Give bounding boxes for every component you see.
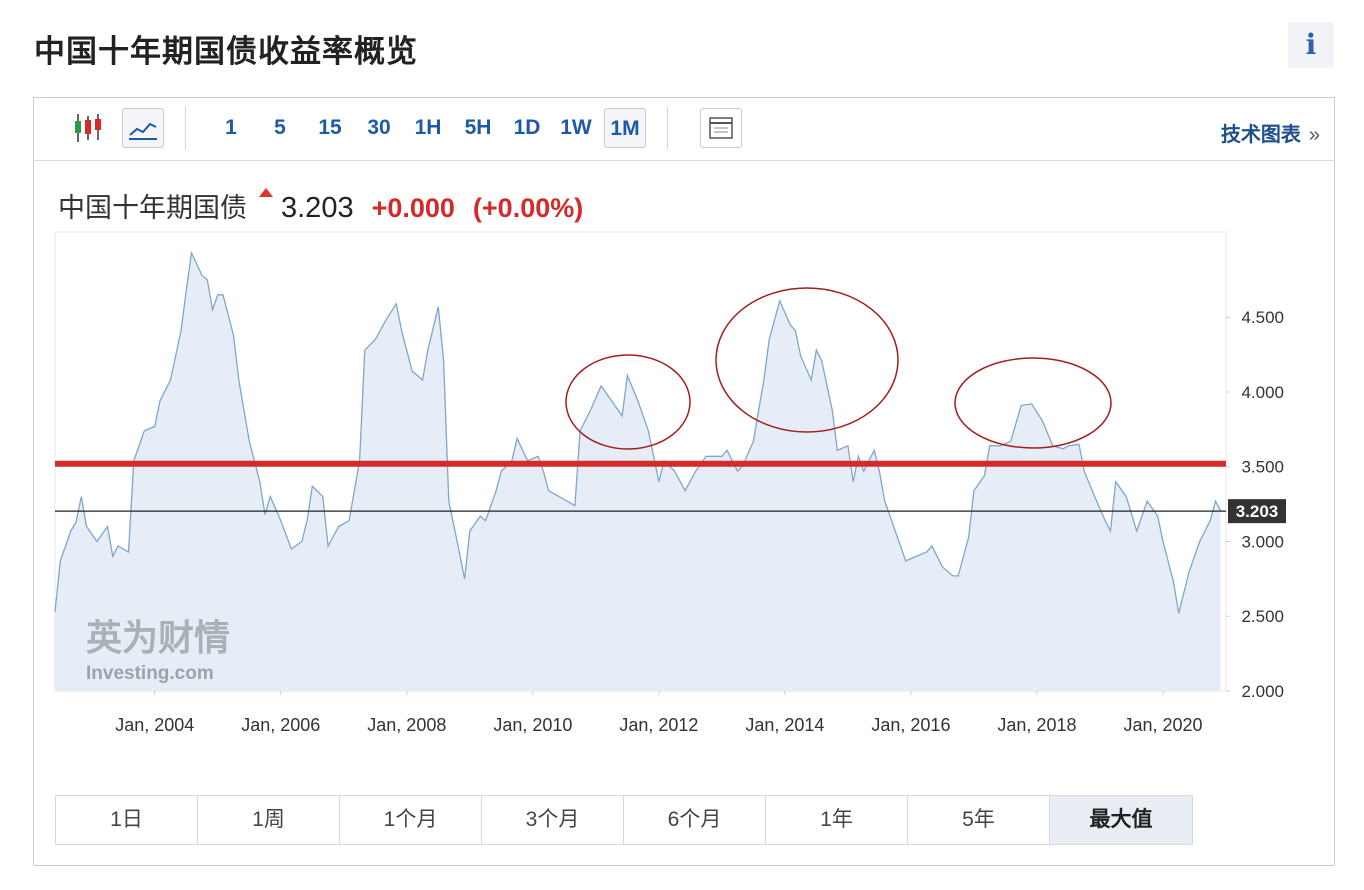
chart: 英为财情 Investing.com 2.000 2.500 3.000 3.500 4.0… <box>54 231 1286 735</box>
technical-charts-link[interactable]: 技术图表 » <box>1221 118 1320 147</box>
more-icon: » <box>1308 124 1320 146</box>
price-change: +0.000 <box>371 193 455 223</box>
x-tick-label: Jan, 2020 <box>1123 715 1202 735</box>
x-tick-label: Jan, 2010 <box>493 715 572 735</box>
area-fill <box>55 252 1221 691</box>
info-button[interactable]: i <box>1288 22 1334 68</box>
interval-button[interactable]: 1H <box>414 116 442 139</box>
quote-line: 中国十年期国债 3.203 +0.000 (+0.00%) <box>58 186 583 225</box>
last-price: 3.203 <box>281 192 354 224</box>
x-tick-label: Jan, 2018 <box>997 715 1076 735</box>
table-button[interactable] <box>700 108 742 148</box>
percent-change: (+0.00%) <box>472 193 584 223</box>
interval-button[interactable]: 1 <box>225 116 237 139</box>
y-tick-label: 4.500 <box>1241 308 1284 327</box>
candlestick-icon[interactable] <box>72 112 104 144</box>
price-line <box>54 250 1222 614</box>
annotation-circle <box>715 287 899 433</box>
chart-panel: 1 5 15 30 1H 5H 1D 1W 1M 技术图表» 中国十年期国债 3.203 +0.00… <box>33 97 1335 866</box>
range-button[interactable]: 最大值 <box>1050 796 1192 844</box>
interval-button[interactable]: 5H <box>464 116 492 139</box>
up-arrow <box>259 188 273 197</box>
area-chart-button[interactable] <box>122 108 164 148</box>
x-tick-label: Jan, 2008 <box>367 715 446 735</box>
separator <box>667 106 668 150</box>
interval-button[interactable]: 15 <box>318 116 342 139</box>
range-button[interactable]: 1个月 <box>340 796 482 844</box>
current-value-tag <box>1228 499 1286 524</box>
y-tick-label: 2.500 <box>1241 607 1284 626</box>
annotation-circle <box>954 357 1112 449</box>
interval-button[interactable]: 1D <box>513 116 541 139</box>
table-icon <box>709 117 733 139</box>
instrument-name: 中国十年期国债 <box>58 193 247 223</box>
annotation-circle <box>565 354 691 450</box>
x-tick-label: Jan, 2006 <box>241 715 320 735</box>
range-button[interactable]: 1年 <box>766 796 908 844</box>
range-button[interactable]: 5年 <box>908 796 1050 844</box>
y-tick-label: 2.000 <box>1241 682 1284 701</box>
interval-button[interactable]: 5 <box>274 116 286 139</box>
watermark: 英为财情 <box>86 617 230 658</box>
x-tick-label: Jan, 2012 <box>619 715 698 735</box>
technical-charts-text: 技术图表 <box>1220 124 1301 146</box>
range-button[interactable]: 1日 <box>56 796 198 844</box>
y-tick-label: 3.000 <box>1241 532 1284 551</box>
x-tick-label: Jan, 2016 <box>871 715 950 735</box>
x-tick-label: Jan, 2004 <box>115 715 194 735</box>
interval-button[interactable]: 1M <box>604 108 646 148</box>
page-title: 中国十年期国债收益率概览 <box>34 34 418 69</box>
current-value-label: 3.203 <box>1236 502 1279 521</box>
watermark-sub: Investing.com <box>86 663 214 684</box>
range-button[interactable]: 1周 <box>198 796 340 844</box>
area-icon <box>129 122 157 140</box>
y-tick-label: 3.500 <box>1241 458 1284 477</box>
separator <box>185 106 186 150</box>
range-button[interactable]: 6个月 <box>624 796 766 844</box>
toolbar: 1 5 15 30 1H 5H 1D 1W 1M 技术图表» <box>34 98 1334 161</box>
range-button[interactable]: 3个月 <box>482 796 624 844</box>
x-tick-label: Jan, 2014 <box>745 715 824 735</box>
interval-button[interactable]: 30 <box>367 116 391 139</box>
plot: 英为财情 Investing.com 2.000 2.500 3.000 3.500 4.0… <box>54 250 1286 735</box>
range-selector: 1日 1周 1个月 3个月 6个月 1年 5年 最大值 <box>55 795 1193 845</box>
annotations <box>565 287 1112 450</box>
interval-button[interactable]: 1W <box>560 116 592 139</box>
y-tick-label: 4.000 <box>1241 383 1284 402</box>
